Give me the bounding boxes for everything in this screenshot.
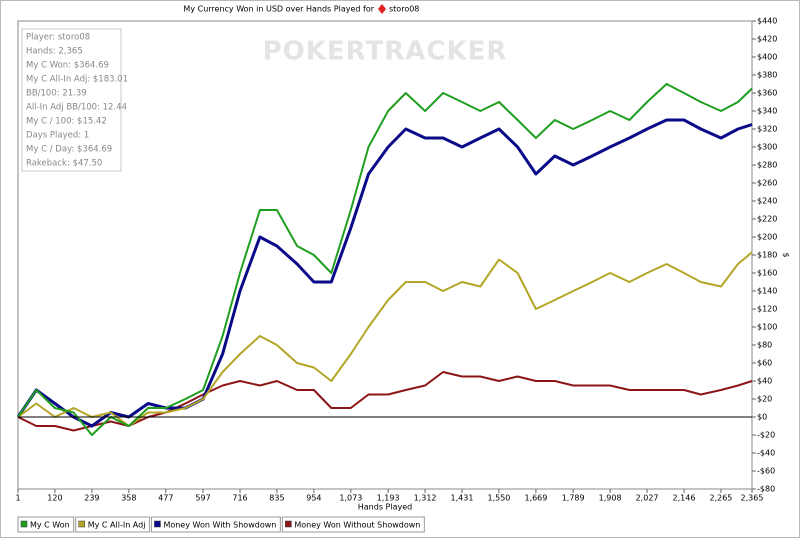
x-tick-label: 358 — [121, 494, 136, 503]
legend-label: Money Won With Showdown — [163, 521, 276, 530]
y-axis-label: $ — [782, 252, 791, 257]
x-tick-label: 1,073 — [339, 494, 362, 503]
y-tick-label: $160 — [757, 269, 777, 278]
stat-line: BB/100: 21.39 — [26, 89, 87, 99]
legend-item — [17, 516, 75, 533]
y-tick-label: $340 — [757, 107, 777, 116]
x-tick-label: 1,193 — [377, 494, 400, 503]
y-tick-label: $420 — [757, 35, 777, 44]
x-tick-label: 954 — [306, 494, 321, 503]
x-tick-label: 239 — [84, 494, 99, 503]
legend-label: My C Won — [30, 521, 70, 530]
x-tick-label: 1,669 — [524, 494, 547, 503]
x-tick-label: 2,146 — [673, 494, 696, 503]
y-tick-label: -$60 — [757, 467, 775, 476]
y-tick-label: $100 — [757, 323, 777, 332]
legend-item — [150, 516, 281, 533]
x-tick-label: 835 — [269, 494, 284, 503]
y-tick-label: $120 — [757, 305, 777, 314]
y-tick-label: $400 — [757, 53, 777, 62]
stat-line: My C All-In Adj: $183.01 — [26, 75, 128, 85]
watermark: POKERTRACKER — [263, 37, 508, 67]
legend-label: My C All-In Adj — [88, 521, 146, 530]
chart-title: My Currency Won in USD over Hands Played… — [183, 5, 374, 14]
y-tick-label: -$20 — [757, 431, 775, 440]
legend-swatch — [20, 520, 28, 528]
y-tick-label: $80 — [757, 341, 772, 350]
legend-swatch — [285, 520, 292, 528]
x-tick-label: 2,027 — [636, 494, 659, 503]
y-tick-label: $440 — [757, 17, 777, 26]
y-tick-label: $180 — [757, 251, 777, 260]
x-tick-label: 1,789 — [562, 494, 585, 503]
y-tick-label: $0 — [757, 413, 767, 422]
y-tick-label: $380 — [757, 71, 777, 80]
x-axis-label: Hands Played — [358, 503, 412, 512]
legend-item — [281, 516, 425, 533]
y-tick-label: $20 — [757, 395, 772, 404]
x-tick-label: 1,550 — [487, 494, 510, 503]
stat-line: My C / 100: $15.42 — [26, 117, 107, 127]
y-tick-label: -$40 — [757, 449, 775, 458]
x-tick-label: 120 — [47, 494, 62, 503]
y-tick-label: $60 — [757, 359, 772, 368]
y-tick-label: $260 — [757, 179, 777, 188]
legend-swatch — [154, 520, 161, 528]
y-tick-label: -$80 — [757, 485, 775, 494]
series-line — [17, 83, 753, 436]
y-tick-label: $360 — [757, 89, 777, 98]
stat-line: All-In Adj BB/100: 12.44 — [26, 103, 127, 113]
y-tick-label: $200 — [757, 233, 777, 242]
x-tick-label: 2,365 — [741, 494, 764, 503]
y-tick-label: $280 — [757, 161, 777, 170]
player-icon — [378, 4, 386, 14]
series-line — [17, 371, 753, 432]
stats-box — [21, 28, 122, 172]
x-tick-label: 2,265 — [709, 494, 732, 503]
stat-line: Rakeback: $47.50 — [26, 159, 102, 169]
stat-line: My C Won: $364.69 — [26, 61, 109, 71]
y-tick-label: $40 — [757, 377, 772, 386]
y-tick-label: $300 — [757, 143, 777, 152]
stat-line: My C / Day: $364.69 — [26, 145, 112, 155]
legend-item — [75, 516, 150, 533]
legend-swatch — [78, 520, 85, 528]
stat-line: Player: storo08 — [26, 33, 90, 43]
x-tick-label: 1,312 — [414, 494, 437, 503]
x-tick-label: 1,908 — [599, 494, 622, 503]
x-tick-label: 477 — [158, 494, 173, 503]
y-tick-label: $140 — [757, 287, 777, 296]
player-name: storo08 — [389, 5, 419, 14]
y-tick-label: $220 — [757, 215, 777, 224]
series-line — [16, 118, 753, 428]
legend-label: Money Won Without Showdown — [294, 521, 420, 530]
x-tick-label: 597 — [195, 494, 210, 503]
y-tick-label: $240 — [757, 197, 777, 206]
plot-area — [17, 20, 753, 490]
stat-line: Hands: 2,365 — [26, 47, 83, 57]
x-tick-label: 1,431 — [451, 494, 474, 503]
stat-line: Days Played: 1 — [26, 131, 89, 141]
x-tick-label: 1 — [15, 494, 20, 503]
x-tick-label: 716 — [232, 494, 247, 503]
y-tick-label: $320 — [757, 125, 777, 134]
